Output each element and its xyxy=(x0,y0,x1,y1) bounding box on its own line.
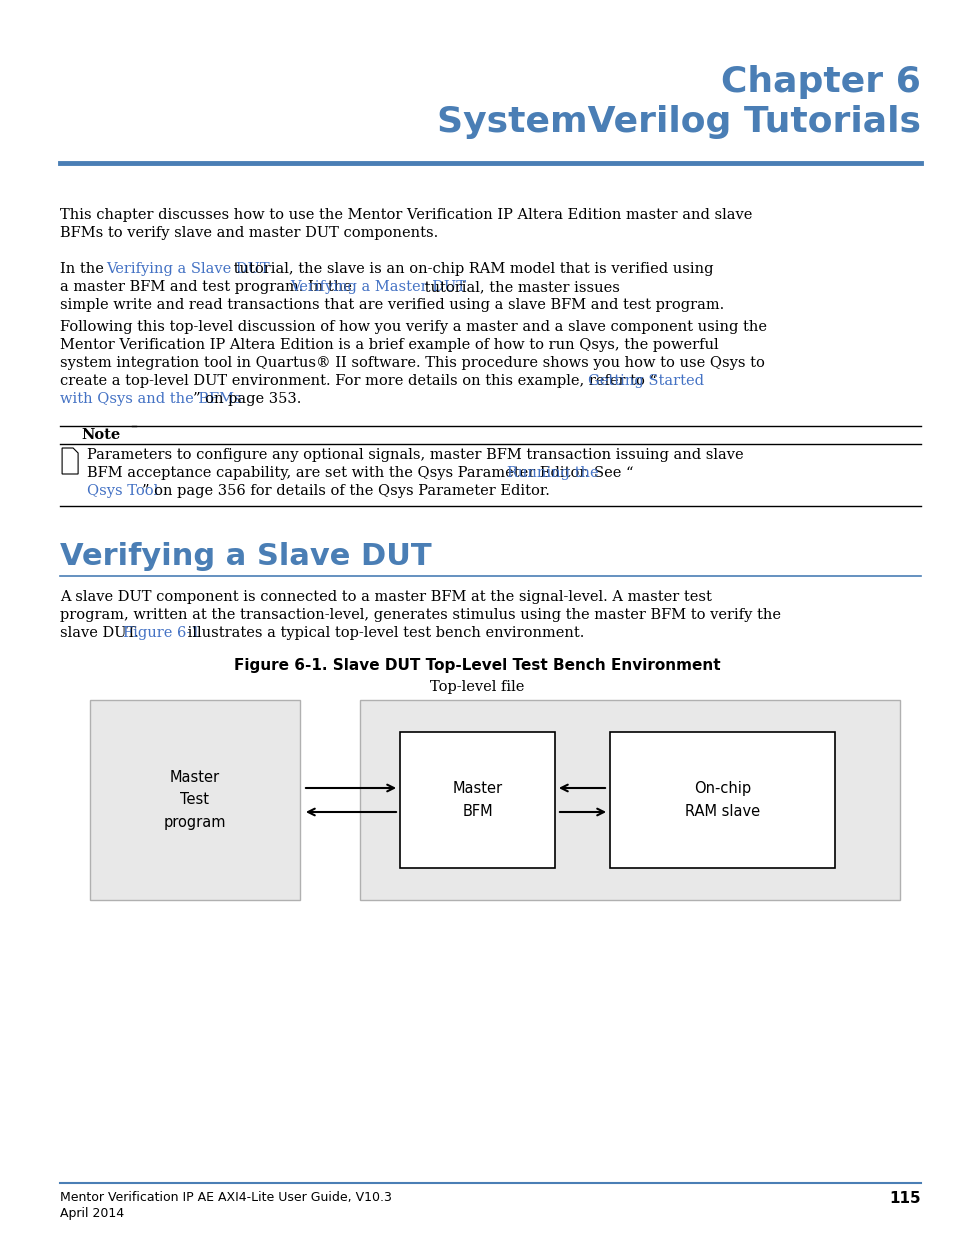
Text: Mentor Verification IP AE AXI4-Lite User Guide, V10.3: Mentor Verification IP AE AXI4-Lite User… xyxy=(60,1191,392,1204)
Polygon shape xyxy=(62,448,78,474)
Text: program, written at the transaction-level, generates stimulus using the master B: program, written at the transaction-leve… xyxy=(60,608,781,622)
Text: Verifying a Slave DUT: Verifying a Slave DUT xyxy=(106,262,270,275)
Text: create a top-level DUT environment. For more details on this example, refer to “: create a top-level DUT environment. For … xyxy=(60,374,657,388)
Text: In the: In the xyxy=(60,262,109,275)
Text: Top-level file: Top-level file xyxy=(430,680,523,694)
Text: tutorial, the master issues: tutorial, the master issues xyxy=(419,280,619,294)
Text: On-chip
RAM slave: On-chip RAM slave xyxy=(684,782,760,819)
Text: Chapter 6: Chapter 6 xyxy=(720,65,920,99)
Text: Mentor Verification IP Altera Edition is a brief example of how to run Qsys, the: Mentor Verification IP Altera Edition is… xyxy=(60,338,718,352)
Text: Running the: Running the xyxy=(506,466,598,480)
Text: tutorial, the slave is an on-chip RAM model that is verified using: tutorial, the slave is an on-chip RAM mo… xyxy=(229,262,713,275)
Text: Master
BFM: Master BFM xyxy=(452,782,502,819)
Text: slave DUT.: slave DUT. xyxy=(60,626,143,640)
Text: BFM acceptance capability, are set with the Qsys Parameter Editor. See “: BFM acceptance capability, are set with … xyxy=(87,466,633,480)
Bar xyxy=(609,732,834,868)
Text: Following this top-level discussion of how you verify a master and a slave compo: Following this top-level discussion of h… xyxy=(60,320,766,333)
Text: Verifying a Master DUT: Verifying a Master DUT xyxy=(290,280,466,294)
Bar xyxy=(359,700,899,900)
Bar xyxy=(90,700,299,900)
Text: illustrates a typical top-level test bench environment.: illustrates a typical top-level test ben… xyxy=(183,626,584,640)
Text: A slave DUT component is connected to a master BFM at the signal-level. A master: A slave DUT component is connected to a … xyxy=(60,590,711,604)
Text: Verifying a Slave DUT: Verifying a Slave DUT xyxy=(60,542,432,571)
Text: Getting Started: Getting Started xyxy=(587,374,703,388)
Text: Note: Note xyxy=(81,429,120,442)
Text: Qsys Tool: Qsys Tool xyxy=(87,484,158,498)
Text: simple write and read transactions that are verified using a slave BFM and test : simple write and read transactions that … xyxy=(60,298,723,312)
Text: with Qsys and the BFMs: with Qsys and the BFMs xyxy=(60,391,241,406)
Text: a master BFM and test program. In the: a master BFM and test program. In the xyxy=(60,280,356,294)
Text: SystemVerilog Tutorials: SystemVerilog Tutorials xyxy=(436,105,920,140)
Text: Master
Test
program: Master Test program xyxy=(164,771,226,830)
Text: April 2014: April 2014 xyxy=(60,1207,124,1220)
Text: ” on page 356 for details of the Qsys Parameter Editor.: ” on page 356 for details of the Qsys Pa… xyxy=(142,484,549,498)
Text: BFMs to verify slave and master DUT components.: BFMs to verify slave and master DUT comp… xyxy=(60,226,437,240)
Bar xyxy=(399,732,555,868)
Text: This chapter discusses how to use the Mentor Verification IP Altera Edition mast: This chapter discusses how to use the Me… xyxy=(60,207,752,222)
Text: ” on page 353.: ” on page 353. xyxy=(193,391,301,406)
Text: Parameters to configure any optional signals, master BFM transaction issuing and: Parameters to configure any optional sig… xyxy=(87,448,742,462)
Text: Figure 6-1: Figure 6-1 xyxy=(123,626,200,640)
Text: system integration tool in Quartus® II software. This procedure shows you how to: system integration tool in Quartus® II s… xyxy=(60,356,764,370)
Text: Figure 6-1. Slave DUT Top-Level Test Bench Environment: Figure 6-1. Slave DUT Top-Level Test Ben… xyxy=(233,658,720,673)
Text: 115: 115 xyxy=(888,1191,920,1207)
